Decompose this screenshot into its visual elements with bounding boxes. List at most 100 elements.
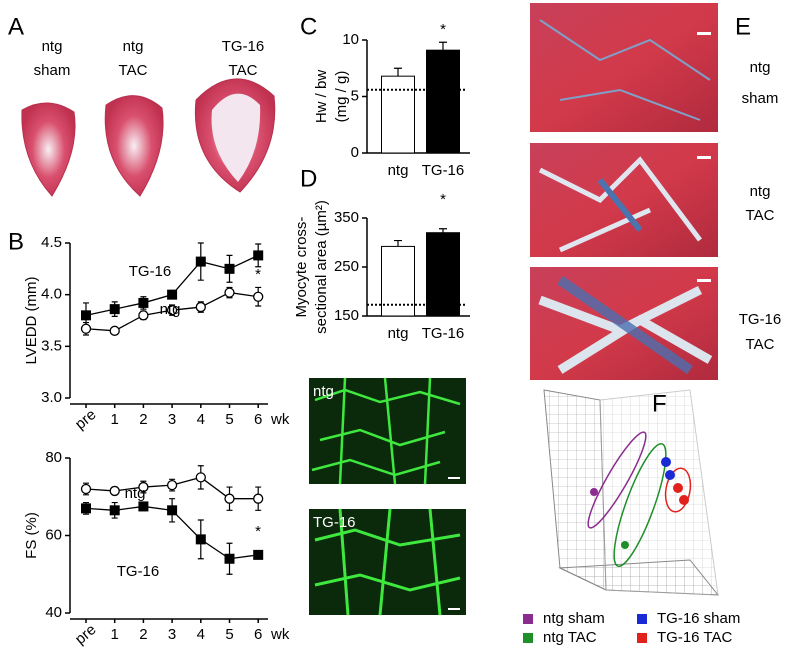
marker (224, 287, 235, 298)
bar (426, 232, 460, 317)
bar (381, 75, 415, 154)
marker (166, 305, 178, 316)
y-axis-label: Hw / bw (313, 70, 330, 124)
marker (253, 291, 264, 302)
annotation: * (255, 523, 261, 540)
series-label: TG-16 (117, 563, 160, 580)
y-tick-label: 250 (334, 258, 359, 275)
x-tick-label: 6 (254, 626, 262, 643)
marker (253, 493, 264, 504)
x-axis-label: wk (270, 626, 290, 643)
marker (109, 485, 120, 497)
x-tick-label: pre (72, 621, 100, 648)
x-axis-label: wk (270, 411, 290, 428)
y-axis-label: sectional area (µm²) (313, 200, 330, 334)
fluorescence-images (309, 377, 466, 616)
y-tick-label: 4.0 (41, 286, 62, 303)
x-tick-label: 6 (254, 411, 262, 428)
panel-letter: B (8, 228, 24, 255)
marker (80, 483, 92, 495)
error-bar (394, 239, 402, 247)
error-bar (439, 228, 447, 233)
marker (224, 553, 235, 564)
marker (138, 501, 149, 512)
marker (167, 289, 178, 300)
marker (253, 549, 264, 560)
panel-letter: E (735, 13, 751, 40)
marker (195, 534, 206, 545)
marker (109, 304, 120, 315)
legend-label: TG-16 TAC (657, 629, 732, 646)
image-label: ntg (750, 59, 771, 76)
x-tick-label: 1 (111, 411, 119, 428)
error-bar (394, 67, 402, 77)
image-label: ntg (750, 183, 771, 200)
y-axis-label: FS (%) (23, 512, 40, 559)
legend-label: ntg sham (543, 610, 605, 627)
error-bar (439, 41, 447, 51)
y-tick-label: 3.0 (41, 389, 62, 406)
image-label: TAC (746, 336, 775, 353)
image-label: sham (742, 90, 779, 107)
legend-label: TG-16 sham (657, 610, 740, 627)
scatter-3d (543, 389, 720, 596)
panel-letter: A (8, 13, 24, 40)
x-tick-label: 5 (225, 411, 233, 428)
marker (81, 310, 91, 321)
annotation: * (255, 266, 261, 283)
y-tick-label: 350 (334, 209, 359, 226)
marker (195, 301, 206, 313)
y-tick-label: 0 (351, 144, 359, 161)
marker (80, 323, 92, 334)
image-label: TG-16 (313, 514, 356, 531)
y-tick-label: 3.5 (41, 337, 62, 354)
y-tick-label: 150 (334, 307, 359, 324)
y-tick-label: 5 (351, 87, 359, 104)
marker (253, 250, 264, 261)
histology-images (530, 3, 718, 380)
y-tick-label: 60 (45, 526, 62, 543)
legend-label: ntg TAC (543, 629, 597, 646)
y-tick-label: 40 (45, 604, 62, 621)
x-tick-label: 4 (197, 626, 205, 643)
heart-images (21, 78, 276, 197)
x-tick-label: 3 (168, 411, 176, 428)
legend-swatch (637, 633, 647, 643)
image-label: ntg (42, 38, 63, 55)
marker (195, 256, 206, 267)
panel-letter: D (300, 165, 317, 192)
image-label: TAC (229, 62, 258, 79)
image-label: TG-16 (222, 38, 265, 55)
x-tick-label: 2 (139, 411, 147, 428)
panel-letter: F (652, 390, 667, 417)
marker (109, 505, 120, 516)
image-label: ntg (123, 38, 144, 55)
y-axis-label: Myocyte cross- (293, 217, 310, 318)
x-tick-label: pre (72, 406, 100, 433)
image-label: ntg (313, 383, 334, 400)
x-tick-label: 2 (139, 626, 147, 643)
marker (138, 310, 149, 321)
series-label: ntg (160, 301, 181, 318)
y-axis-label: LVEDD (mm) (23, 276, 40, 364)
marker (195, 472, 206, 483)
x-tick-label: 5 (225, 626, 233, 643)
image-label: sham (34, 62, 71, 79)
x-tick-label: ntg (388, 325, 409, 342)
y-tick-label: 4.5 (41, 234, 62, 251)
image-label: TAC (746, 207, 775, 224)
legend-swatch (523, 633, 533, 643)
y-tick-label: 80 (45, 449, 62, 466)
marker (224, 493, 235, 504)
x-tick-label: TG-16 (422, 325, 465, 342)
x-tick-label: TG-16 (422, 162, 465, 179)
marker (138, 481, 149, 493)
series-label: TG-16 (129, 263, 172, 280)
marker (166, 479, 178, 491)
bar (426, 49, 460, 154)
annotation: * (440, 21, 446, 38)
image-label: TG-16 (739, 311, 782, 328)
marker (224, 263, 235, 274)
y-axis-label: (mg / g) (333, 71, 350, 123)
